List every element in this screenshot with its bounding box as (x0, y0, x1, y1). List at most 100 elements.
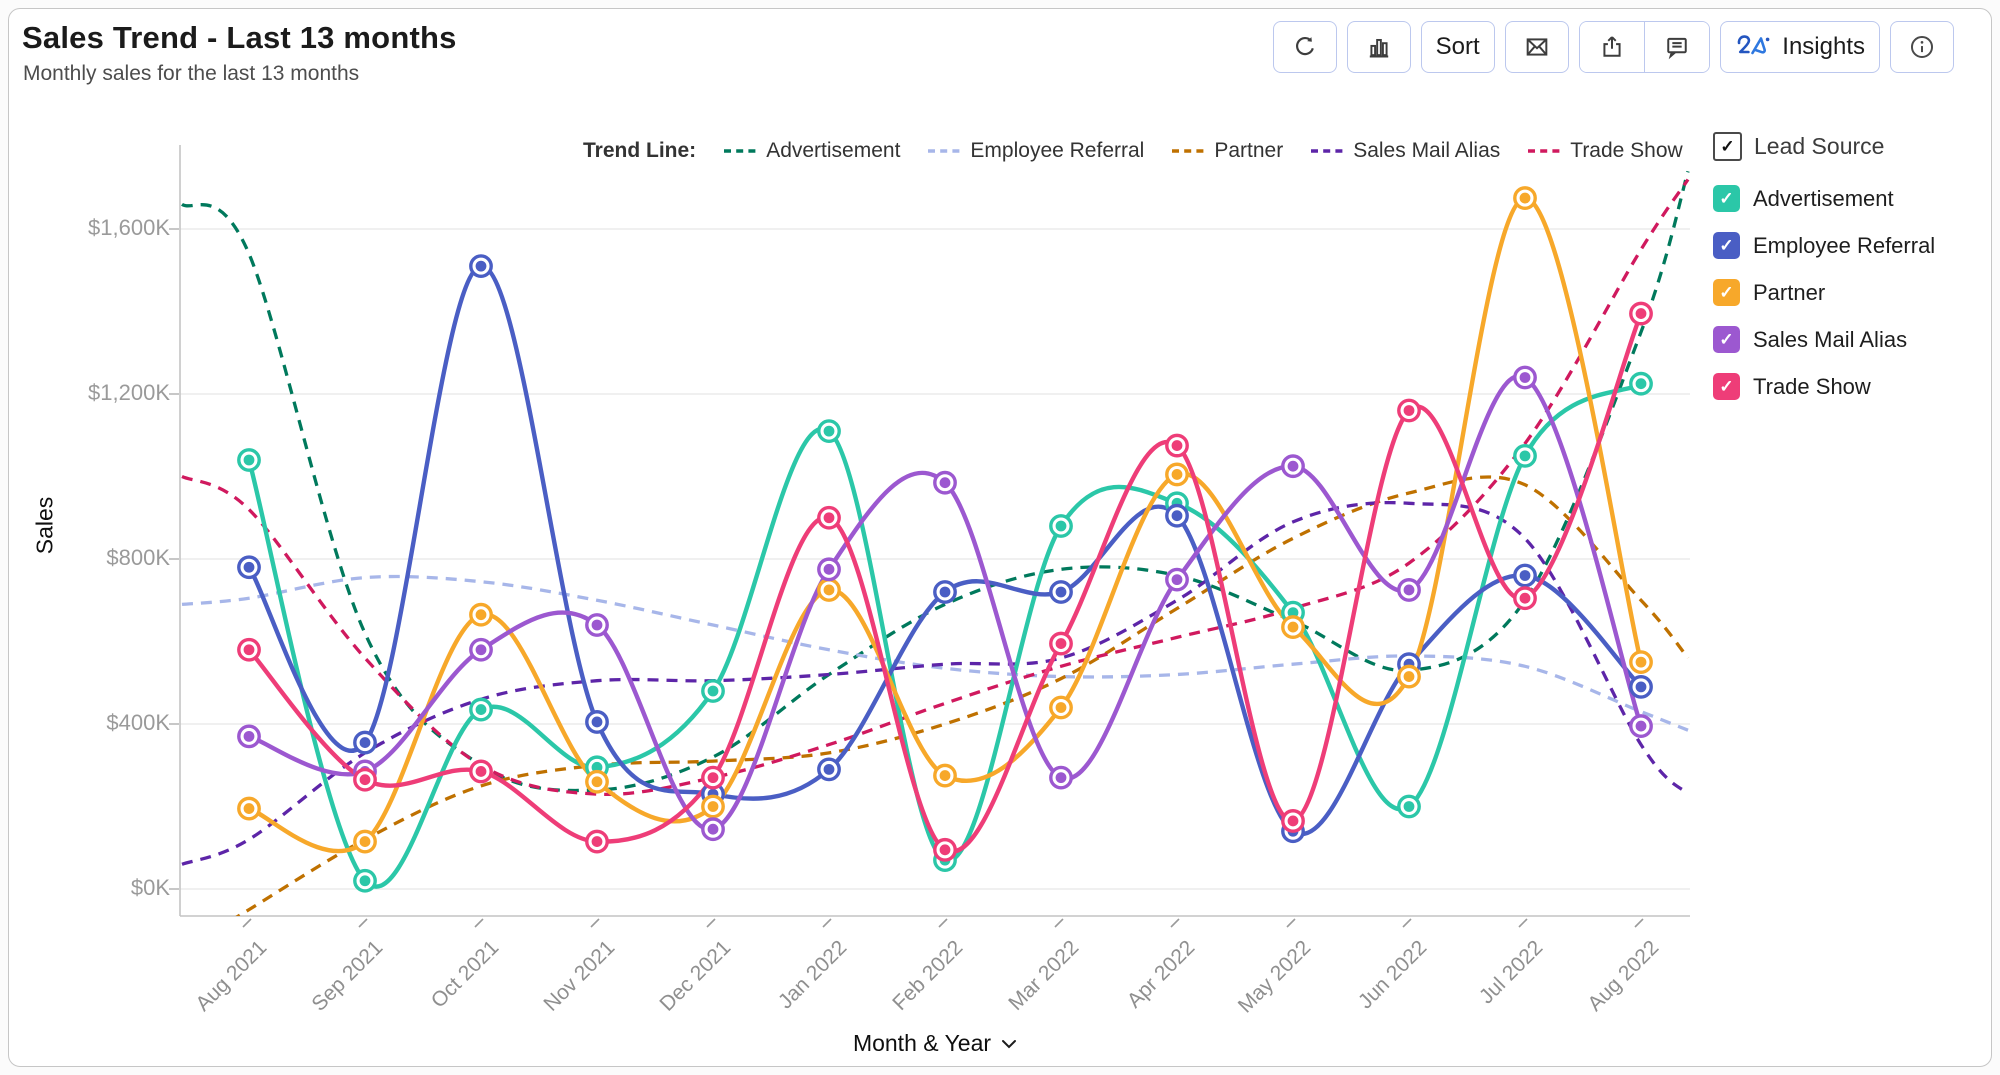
data-point-core (475, 644, 487, 656)
data-point-core (475, 704, 487, 715)
data-point-core (1055, 520, 1067, 532)
data-point-core (1055, 638, 1067, 649)
share-button[interactable] (1579, 22, 1644, 72)
info-button[interactable] (1890, 21, 1954, 73)
trend-line-sales-mail-alias-trend[interactable] (181, 500, 1690, 866)
data-point-core (1287, 460, 1299, 472)
data-point-core (707, 801, 719, 812)
toolbar: Sort (1272, 21, 1954, 73)
legend-item-label: Employee Referral (1753, 232, 1936, 258)
data-point-core (1171, 469, 1183, 480)
data-point-core (243, 644, 255, 656)
legend-checkbox[interactable]: ✓ (1713, 232, 1740, 259)
sort-button-label: Sort (1435, 33, 1480, 60)
data-point-core (591, 836, 603, 847)
data-point-core (1055, 772, 1067, 784)
legend-checkbox[interactable]: ✓ (1713, 326, 1740, 353)
trend-dash-swatch (1311, 149, 1344, 153)
legend-checkbox[interactable]: ✓ (1713, 279, 1740, 306)
trend-legend-item-1[interactable]: Employee Referral (927, 139, 1144, 163)
chart-type-button[interactable] (1346, 21, 1411, 73)
trend-legend-item-0[interactable]: Advertisement (723, 139, 900, 163)
trend-legend-item-label: Partner (1214, 139, 1284, 162)
data-point-core (939, 844, 951, 856)
email-button[interactable] (1504, 21, 1569, 73)
series-markers (237, 186, 1653, 893)
trend-line-advertisement-trend[interactable] (181, 170, 1690, 793)
y-axis-tick-label: $800K (106, 545, 170, 570)
series-line-employee-referral[interactable] (246, 263, 1644, 837)
data-point-core (823, 563, 835, 575)
comment-icon (1663, 33, 1691, 61)
data-point-core (823, 763, 835, 775)
data-point-core (475, 260, 487, 272)
data-point-core (359, 774, 371, 786)
zia-insights-button[interactable]: Insights (1720, 21, 1880, 73)
lead-source-item-0[interactable]: ✓ Advertisement (1713, 175, 1935, 222)
trend-line-trade-show-trend[interactable] (181, 178, 1690, 797)
data-point-core (359, 737, 371, 748)
data-point-core (1635, 308, 1647, 319)
toolbar-divider (1643, 22, 1646, 72)
trend-legend-item-label: Trade Show (1570, 139, 1683, 162)
trend-dash-swatch (928, 149, 961, 153)
data-point-core (475, 766, 487, 777)
refresh-button[interactable] (1272, 21, 1337, 73)
data-point-core (939, 586, 951, 598)
data-point-core (707, 685, 719, 697)
trend-legend-item-4[interactable]: Trade Show (1527, 139, 1683, 163)
data-point-core (939, 770, 951, 781)
legend-item-label: Sales Mail Alias (1753, 326, 1908, 352)
data-point-core (1635, 656, 1647, 668)
data-point-core (591, 761, 603, 773)
legend-checkbox[interactable]: ✓ (1713, 185, 1740, 212)
lead-source-checkbox[interactable]: ✓ (1713, 132, 1742, 161)
trend-legend-item-2[interactable]: Partner (1171, 139, 1283, 163)
data-point-core (359, 875, 371, 887)
chevron-down-icon (1001, 1039, 1017, 1049)
legend-item-label: Partner (1753, 279, 1826, 305)
y-axis-tick-label: $1,600K (88, 215, 170, 240)
lead-source-item-1[interactable]: ✓ Employee Referral (1713, 222, 1935, 269)
data-point-core (591, 619, 603, 631)
lead-source-item-3[interactable]: ✓ Sales Mail Alias (1713, 316, 1935, 363)
y-axis-tick-label: $400K (106, 710, 170, 735)
sort-button[interactable]: Sort (1420, 21, 1495, 73)
data-point-core (1519, 450, 1531, 462)
trend-legend-item-label: Employee Referral (970, 139, 1145, 162)
trend-line-employee-referral-trend[interactable] (181, 574, 1689, 732)
series-line-partner[interactable] (246, 195, 1644, 854)
lead-source-item-2[interactable]: ✓ Partner (1713, 269, 1935, 316)
lead-source-header[interactable]: ✓ Lead Source (1713, 132, 1935, 161)
y-axis-tick-label: $1,200K (88, 380, 170, 405)
trend-legend-item-label: Advertisement (766, 139, 901, 162)
lead-source-title: Lead Source (1754, 133, 1885, 159)
share-comment-group (1578, 21, 1711, 73)
data-point-core (823, 512, 835, 524)
lead-source-legend: ✓ Lead Source ✓ Advertisement ✓ Employee Re… (1713, 132, 1935, 410)
data-point-core (1403, 801, 1415, 812)
data-point-core (1171, 510, 1183, 522)
data-point-core (707, 823, 719, 835)
trend-dash-swatch (724, 149, 757, 153)
trend-dash-swatch (1172, 149, 1205, 153)
data-point-core (1403, 671, 1415, 682)
trend-line-partner-trend[interactable] (182, 475, 1690, 951)
data-point-core (359, 836, 371, 847)
comment-button[interactable] (1645, 22, 1710, 72)
data-point-core (591, 716, 603, 728)
data-point-core (1403, 405, 1415, 416)
data-point-core (1287, 815, 1299, 827)
trend-legend-item-label: Sales Mail Alias (1353, 139, 1501, 162)
legend-item-label: Advertisement (1753, 185, 1894, 211)
lead-source-item-4[interactable]: ✓ Trade Show (1713, 363, 1935, 410)
trend-legend-item-3[interactable]: Sales Mail Alias (1310, 139, 1500, 163)
axes (169, 145, 1690, 928)
data-point-core (243, 730, 255, 742)
data-point-core (823, 584, 835, 596)
bar-chart-icon (1366, 34, 1392, 60)
series-line-sales-mail-alias[interactable] (246, 373, 1644, 832)
x-axis-title-dropdown[interactable]: Month & Year (180, 1030, 1690, 1057)
legend-checkbox[interactable]: ✓ (1713, 373, 1740, 400)
